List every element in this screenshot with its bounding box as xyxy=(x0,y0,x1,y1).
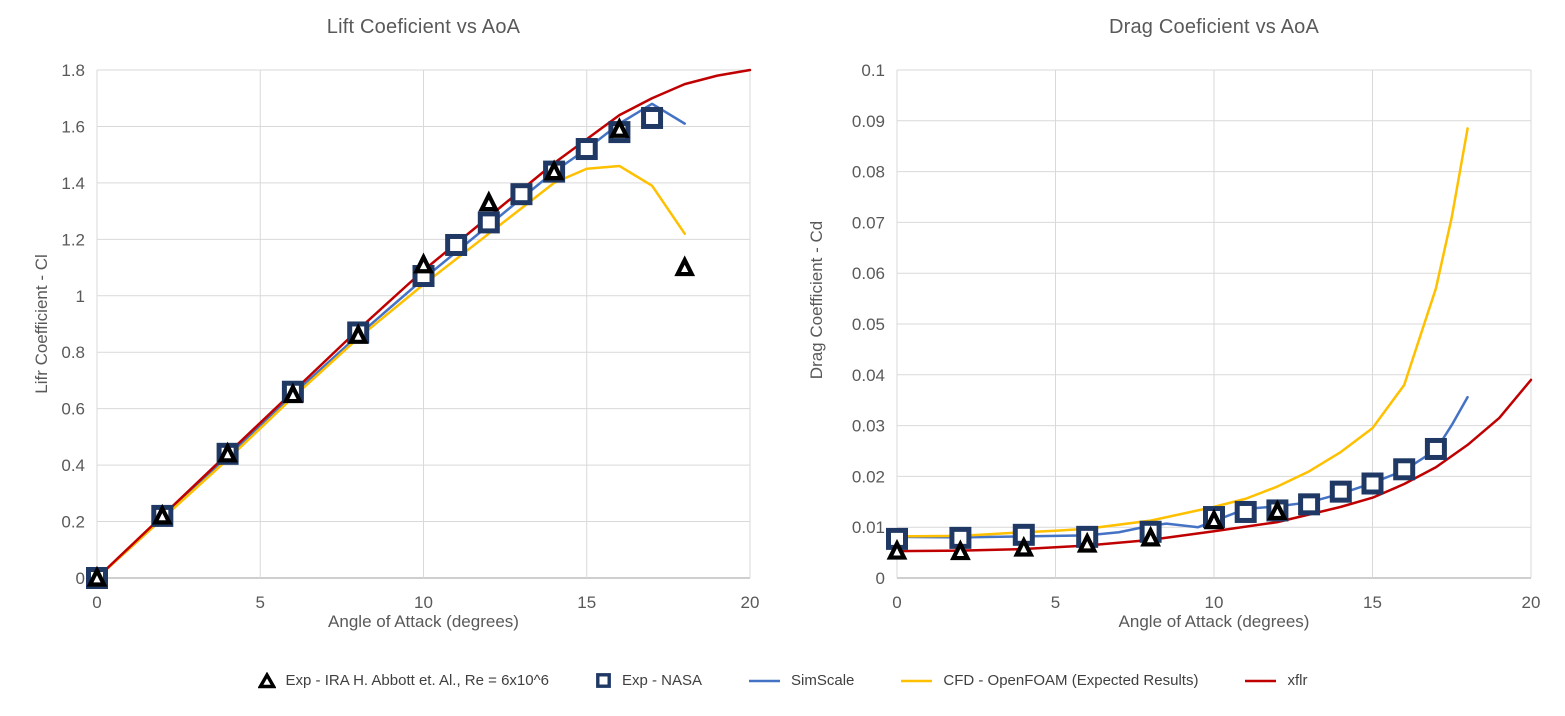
svg-text:0.1: 0.1 xyxy=(861,61,885,80)
svg-text:5: 5 xyxy=(1051,593,1060,612)
svg-text:1.8: 1.8 xyxy=(61,61,85,80)
legend: Exp - IRA H. Abbott et. Al., Re = 6x10^6… xyxy=(0,672,1565,689)
svg-text:0.4: 0.4 xyxy=(61,456,85,475)
legend-item-abbott-experiment: Exp - IRA H. Abbott et. Al., Re = 6x10^6 xyxy=(257,672,549,689)
svg-text:0.02: 0.02 xyxy=(852,467,885,486)
lift-chart-plot: 0 0.2 0.4 0.6 0.8 1 1.2 1.4 1.6 1.8 0 5 10 15 20 xyxy=(61,61,760,612)
svg-text:0.6: 0.6 xyxy=(61,400,85,419)
svg-text:0.8: 0.8 xyxy=(61,343,85,362)
svg-text:20: 20 xyxy=(1522,593,1541,612)
svg-text:5: 5 xyxy=(256,593,265,612)
triangle-marker-icon xyxy=(257,672,276,689)
lift-chart-y-axis-label: Lifr Coefficient - Cl xyxy=(32,254,51,394)
svg-text:10: 10 xyxy=(414,593,433,612)
legend-item-xflr: xflr xyxy=(1244,672,1307,689)
drag-chart-plot: 0 0.01 0.02 0.03 0.04 0.05 0.06 0.07 0.08 0.09 0.1… xyxy=(852,61,1541,612)
svg-text:0: 0 xyxy=(76,569,85,588)
legend-label: SimScale xyxy=(791,672,855,689)
legend-label: xflr xyxy=(1287,672,1308,689)
drag-chart-x-axis-label: Angle of Attack (degrees) xyxy=(1118,612,1310,631)
drag-chart-title: Drag Coeficient vs AoA xyxy=(1108,16,1320,38)
legend-item-nasa-experiment: Exp - NASA xyxy=(595,672,702,689)
svg-text:0.01: 0.01 xyxy=(852,518,885,537)
square-marker-icon xyxy=(595,672,612,689)
svg-text:1.4: 1.4 xyxy=(61,174,85,193)
svg-text:0.06: 0.06 xyxy=(852,264,885,283)
svg-text:0.07: 0.07 xyxy=(852,213,885,232)
svg-text:20: 20 xyxy=(741,593,760,612)
legend-label: Exp - NASA xyxy=(621,672,703,689)
drag-chart: 0 0.01 0.02 0.03 0.04 0.05 0.06 0.07 0.08 0.09 0.1… xyxy=(783,0,1565,660)
simscale-line-icon xyxy=(748,678,781,684)
svg-text:0.05: 0.05 xyxy=(852,315,885,334)
legend-label: Exp - IRA H. Abbott et. Al., Re = 6x10^6 xyxy=(285,672,549,689)
svg-text:1: 1 xyxy=(76,287,85,306)
xflr-line-icon xyxy=(1244,678,1277,684)
svg-text:0: 0 xyxy=(892,593,901,612)
openfoam-line-icon xyxy=(900,678,933,684)
svg-text:10: 10 xyxy=(1205,593,1224,612)
lift-chart: 0 0.2 0.4 0.6 0.8 1 1.2 1.4 1.6 1.8 0 5 10 15 20 Lift … xyxy=(0,0,782,660)
svg-text:1.2: 1.2 xyxy=(61,230,85,249)
svg-text:15: 15 xyxy=(577,593,596,612)
svg-text:15: 15 xyxy=(1363,593,1382,612)
svg-text:0.2: 0.2 xyxy=(61,513,85,532)
svg-text:0: 0 xyxy=(92,593,101,612)
svg-text:0.08: 0.08 xyxy=(852,163,885,182)
lift-chart-x-axis-label: Angle of Attack (degrees) xyxy=(328,612,519,631)
svg-text:1.6: 1.6 xyxy=(61,117,85,136)
legend-item-openfoam: CFD - OpenFOAM (Expected Results) xyxy=(900,672,1198,689)
svg-text:0.03: 0.03 xyxy=(852,417,885,436)
lift-chart-title: Lift Coeficient vs AoA xyxy=(326,16,521,38)
svg-text:0.04: 0.04 xyxy=(852,366,885,385)
legend-label: CFD - OpenFOAM (Expected Results) xyxy=(943,672,1199,689)
svg-text:0.09: 0.09 xyxy=(852,112,885,131)
drag-chart-y-axis-label: Drag Coefficient - Cd xyxy=(807,220,826,380)
svg-text:0: 0 xyxy=(876,569,885,588)
legend-item-simscale: SimScale xyxy=(748,672,854,689)
